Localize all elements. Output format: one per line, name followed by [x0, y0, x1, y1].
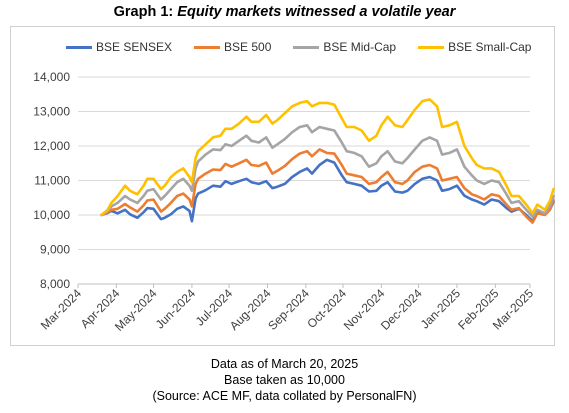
y-tick-label: 10,000 — [33, 208, 70, 222]
chart-title-main: Equity markets witnessed a volatile year — [177, 4, 456, 20]
legend-label: BSE SENSEX — [96, 40, 173, 54]
note-base: Base taken as 10,000 — [224, 373, 345, 387]
y-tick-label: 9,000 — [40, 243, 70, 257]
legend-item: BSE Mid-Cap — [293, 40, 396, 54]
series-line-bse-small-cap — [100, 98, 555, 217]
legend-item: BSE SENSEX — [66, 40, 172, 54]
x-tick-label: Mar-2024 — [38, 286, 84, 332]
legend-swatch — [418, 45, 445, 49]
legend-label: BSE 500 — [224, 40, 272, 54]
chart-title-prefix: Graph 1: — [113, 4, 178, 20]
chart-legend: BSE SENSEX BSE 500 BSE Mid-Cap BSE Small-Ca… — [66, 40, 531, 54]
legend-item: BSE Small-Cap — [418, 40, 531, 54]
y-tick-label: 12,000 — [33, 139, 70, 153]
chart-notes: Data as of March 20, 2025 Base taken as … — [0, 356, 569, 404]
y-tick-label: 11,000 — [34, 174, 70, 188]
legend-label: BSE Small-Cap — [448, 40, 532, 54]
chart-frame — [10, 26, 555, 346]
note-source: (Source: ACE MF, data collated by Person… — [152, 389, 417, 403]
x-tick-label: Jun-2024 — [153, 286, 199, 332]
y-tick-label: 13,000 — [33, 105, 70, 119]
series-line-bse-sensex — [100, 158, 555, 223]
series-line-bse-500 — [100, 148, 555, 224]
legend-swatch — [66, 45, 92, 49]
note-date: Data as of March 20, 2025 — [210, 357, 359, 371]
chart-title: Graph 1: Equity markets witnessed a vola… — [0, 4, 569, 20]
y-tick-label: 14,000 — [33, 70, 70, 84]
x-tick-label: Sep-2024 — [265, 286, 312, 333]
legend-swatch — [293, 45, 320, 49]
y-tick-label: 8,000 — [40, 277, 70, 291]
x-tick-label: Dec-2024 — [378, 286, 425, 333]
legend-label: BSE Mid-Cap — [323, 40, 397, 54]
series-line-bse-mid-cap — [100, 124, 555, 218]
legend-item: BSE 500 — [194, 40, 271, 54]
legend-swatch — [194, 45, 221, 49]
